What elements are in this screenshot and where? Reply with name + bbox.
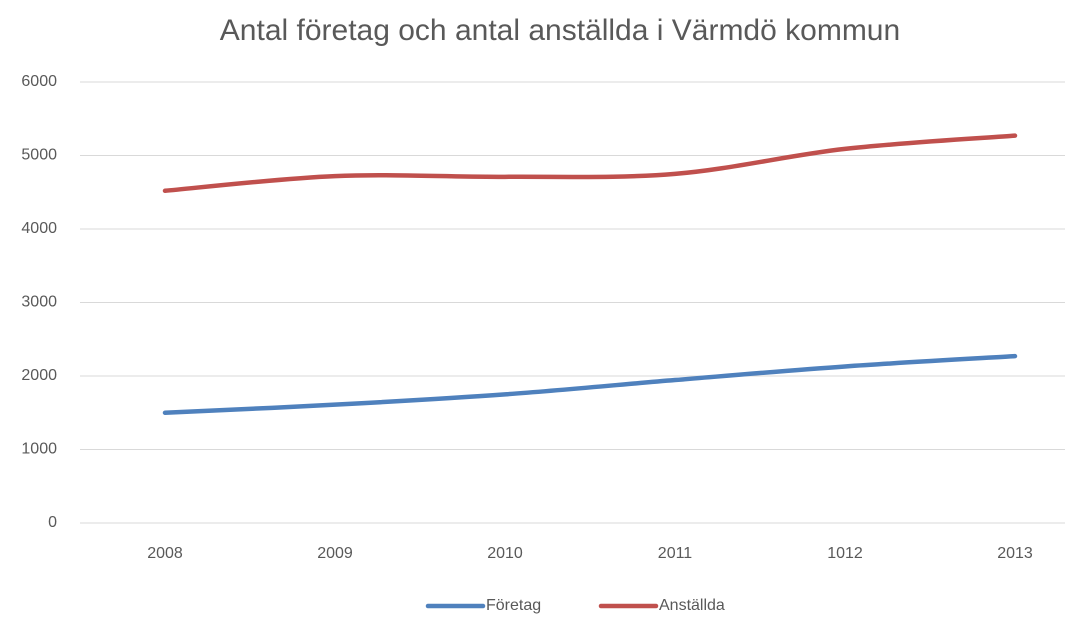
legend-label: Företag xyxy=(486,597,541,614)
y-tick-label: 6000 xyxy=(21,73,57,90)
y-tick-label: 0 xyxy=(48,514,57,531)
legend-label: Anställda xyxy=(659,597,725,614)
series-line xyxy=(162,353,1018,415)
x-tick-label: 1012 xyxy=(827,545,863,562)
y-tick-label: 2000 xyxy=(21,367,57,384)
y-tick-label: 3000 xyxy=(21,294,57,311)
series-line xyxy=(162,133,1018,194)
y-tick-label: 1000 xyxy=(21,441,57,458)
y-tick-label: 4000 xyxy=(21,220,57,237)
x-tick-label: 2010 xyxy=(487,545,523,562)
y-tick-label: 5000 xyxy=(21,147,57,164)
chart-title: Antal företag och antal anställda i Värm… xyxy=(220,14,900,47)
x-tick-label: 2008 xyxy=(147,545,183,562)
x-tick-label: 2013 xyxy=(997,545,1033,562)
x-tick-label: 2011 xyxy=(658,545,693,562)
x-tick-label: 2009 xyxy=(317,545,353,562)
